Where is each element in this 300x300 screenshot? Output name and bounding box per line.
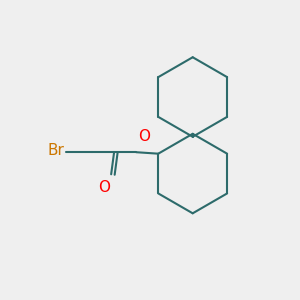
Text: Br: Br [47,143,64,158]
Text: O: O [98,180,110,195]
Text: O: O [138,129,150,144]
